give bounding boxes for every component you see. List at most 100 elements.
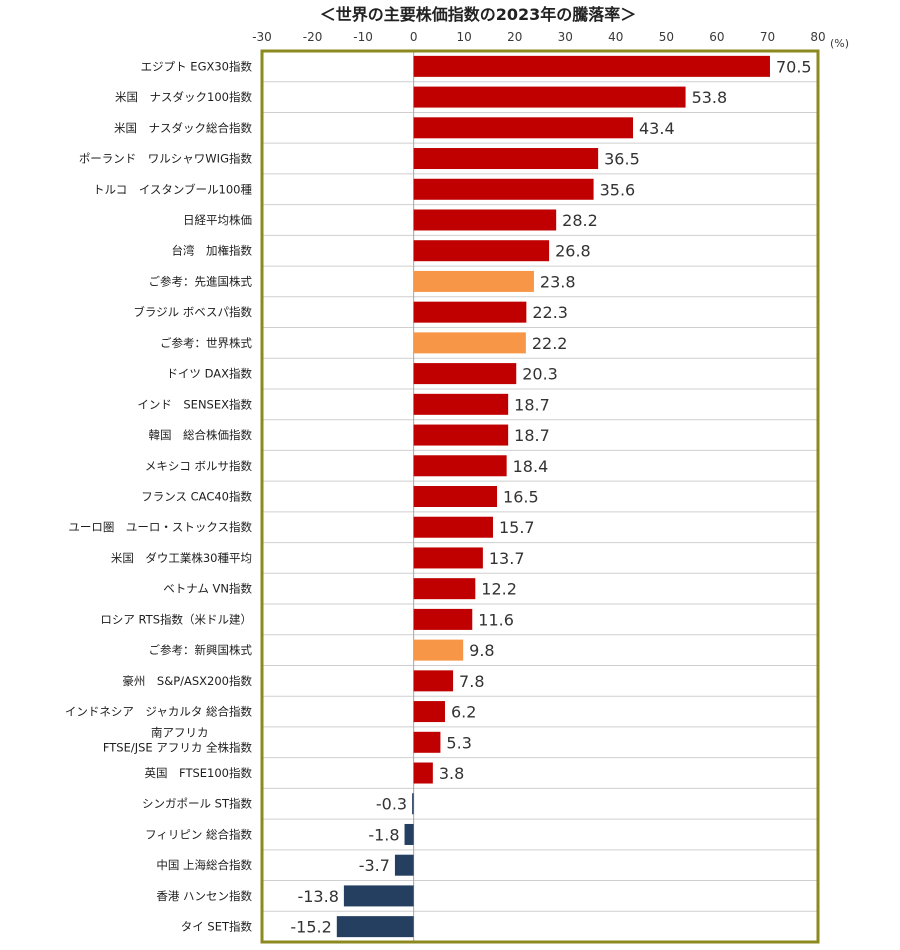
- value-label: -3.7: [359, 856, 390, 875]
- unit-label: (%): [830, 37, 849, 50]
- bar: [413, 455, 507, 477]
- plot-frame: [260, 49, 820, 944]
- category-label: フィリピン 総合指数: [145, 827, 252, 841]
- bar: [413, 363, 517, 385]
- bar: [413, 547, 483, 569]
- x-tick-label: 30: [558, 30, 573, 44]
- x-tick-label: 0: [410, 30, 418, 44]
- value-label: 11.6: [478, 610, 514, 629]
- category-label: 日経平均株価: [183, 213, 252, 227]
- bar: [336, 916, 414, 938]
- x-axis-ticks: -30 -20 -10 0 10 20 30 40 50 60 70 80: [252, 30, 825, 44]
- value-label: 18.4: [513, 457, 549, 476]
- bar: [413, 670, 454, 692]
- bar: [413, 55, 770, 77]
- bar: [413, 639, 464, 661]
- value-label: 43.4: [639, 119, 675, 138]
- value-label: 18.7: [514, 426, 550, 445]
- x-tick-label: 60: [709, 30, 724, 44]
- category-label: 南アフリカ FTSE/JSE アフリカ 全株指数: [103, 725, 253, 754]
- bar: [413, 86, 686, 108]
- category-label: 米国 ナスダック総合指数: [114, 121, 252, 135]
- bar: [413, 701, 445, 723]
- bar: [413, 301, 527, 323]
- category-label: 英国 FTSE100指数: [145, 766, 253, 780]
- bar: [413, 578, 476, 600]
- category-label: 韓国 総合株価指数: [149, 428, 253, 442]
- category-label: ご参考：世界株式: [160, 336, 252, 350]
- bar: [413, 393, 509, 415]
- category-label: フランス CAC40指数: [141, 490, 252, 504]
- bar: [413, 424, 509, 446]
- x-tick-label: 70: [760, 30, 775, 44]
- value-label: 28.2: [562, 211, 598, 230]
- category-label: ロシア RTS指数（米ドル建）: [100, 612, 252, 626]
- bar: [413, 148, 599, 170]
- x-tick-label: -30: [252, 30, 272, 44]
- value-label: 13.7: [489, 549, 525, 568]
- value-label: -0.3: [376, 795, 407, 814]
- chart-title: ＜世界の主要株価指数の2023年の騰落率＞: [320, 5, 637, 24]
- value-label: 20.3: [522, 365, 558, 384]
- category-label: タイ SET指数: [181, 920, 253, 934]
- bar: [343, 885, 414, 907]
- category-label: ベトナム VN指数: [163, 582, 252, 596]
- bar: [413, 178, 594, 200]
- value-label: -13.8: [297, 887, 338, 906]
- bar: [413, 270, 534, 292]
- x-tick-label: -10: [353, 30, 373, 44]
- bar: [413, 762, 433, 784]
- value-label: 53.8: [692, 88, 728, 107]
- value-label: 23.8: [540, 272, 576, 291]
- value-label: 5.3: [446, 733, 471, 752]
- category-label: ご参考：先進国株式: [149, 274, 253, 288]
- x-tick-label: 50: [659, 30, 674, 44]
- category-label: 米国 ナスダック100指数: [115, 90, 252, 104]
- bar: [404, 823, 414, 845]
- value-label: 15.7: [499, 518, 535, 537]
- category-label: ドイツ DAX指数: [166, 367, 252, 381]
- bar: [413, 332, 526, 354]
- category-label: 豪州 S&P/ASX200指数: [122, 674, 252, 688]
- x-tick-label: -20: [303, 30, 323, 44]
- category-label: 香港 ハンセン指数: [156, 889, 252, 903]
- x-tick-label: 80: [810, 30, 825, 44]
- value-label: -15.2: [290, 918, 331, 937]
- category-label: ご参考：新興国株式: [149, 643, 253, 657]
- category-label: シンガポール ST指数: [142, 797, 252, 811]
- value-label: 22.2: [532, 334, 568, 353]
- value-label: 70.5: [776, 57, 812, 76]
- bar: [413, 486, 498, 507]
- value-label: 16.5: [503, 488, 539, 507]
- bar: [394, 854, 414, 876]
- value-label: 6.2: [451, 703, 476, 722]
- bar: [413, 117, 634, 139]
- value-label: 36.5: [604, 150, 640, 169]
- value-label: 35.6: [600, 180, 636, 199]
- value-label: 7.8: [459, 672, 484, 691]
- category-label: トルコ イスタンブール100種: [93, 182, 253, 196]
- category-label: 中国 上海総合指数: [156, 858, 252, 872]
- category-label: インドネシア ジャカルタ 総合指数: [65, 705, 253, 719]
- category-label: インド SENSEX指数: [137, 397, 252, 411]
- bar: [412, 793, 414, 815]
- category-label: 米国 ダウ工業株30種平均: [111, 551, 252, 565]
- value-label: 18.7: [514, 395, 550, 414]
- x-tick-label: 10: [457, 30, 472, 44]
- bar: [413, 240, 550, 262]
- value-label: -1.8: [368, 825, 399, 844]
- bar: [413, 209, 557, 231]
- bar: [413, 516, 493, 538]
- category-label: ポーランド ワルシャワWIG指数: [79, 152, 253, 166]
- value-label: 26.8: [555, 242, 591, 261]
- bars: [336, 55, 770, 938]
- category-label: エジプト EGX30指数: [141, 59, 253, 73]
- bar: [413, 608, 473, 630]
- value-label: 12.2: [481, 580, 517, 599]
- x-tick-label: 40: [608, 30, 623, 44]
- value-labels: 70.5 53.8 43.4 36.5 35.628.2 26.8 23.8 22.3 22.2…: [290, 57, 811, 936]
- category-label: 台湾 加権指数: [172, 244, 253, 258]
- category-label: ブラジル ボベスパ指数: [133, 305, 252, 319]
